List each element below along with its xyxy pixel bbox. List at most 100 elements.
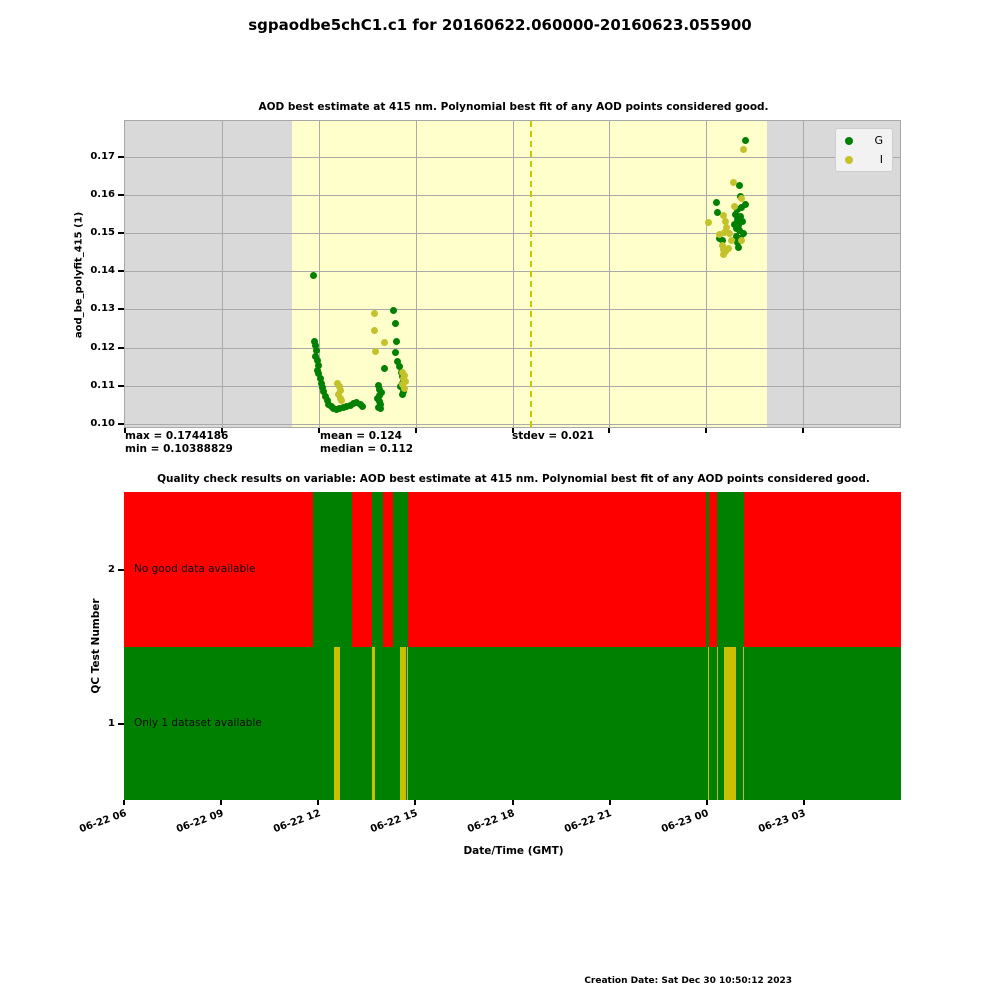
- y-tickmark: [118, 422, 124, 425]
- qc-segment-pass: [124, 647, 335, 800]
- qc-y-axis-label: QC Test Number: [90, 598, 102, 694]
- data-point-g: [353, 399, 361, 407]
- y-tick-label: 0.16: [90, 189, 115, 201]
- data-point-g: [392, 349, 400, 357]
- qc-segment-fail: [743, 492, 901, 647]
- x-tick-label: 06-22 15: [368, 808, 420, 836]
- y-tick-label: 0.14: [90, 265, 115, 277]
- x-tick-label: 06-22 21: [563, 808, 614, 836]
- data-point-i: [372, 347, 380, 355]
- data-point-g: [394, 357, 402, 365]
- data-point-g: [737, 212, 745, 220]
- data-point-g: [315, 370, 323, 378]
- data-point-i: [737, 194, 745, 202]
- data-point-g: [392, 320, 400, 328]
- v-gridline: [706, 121, 708, 427]
- qc-plot-area: No good data available Only 1 dataset ava…: [124, 492, 901, 800]
- qc-segment-pass: [406, 647, 408, 800]
- y-tickmark: [118, 270, 124, 273]
- data-point-g: [719, 236, 727, 244]
- data-point-g: [731, 220, 739, 228]
- data-point-g: [714, 209, 722, 217]
- data-point-g: [359, 402, 367, 410]
- data-point-g: [381, 365, 389, 373]
- legend-marker-i: [845, 155, 853, 164]
- data-point-g: [336, 405, 344, 413]
- data-point-g: [390, 307, 398, 315]
- data-point-g: [312, 342, 320, 350]
- data-point-g: [339, 404, 347, 412]
- data-point-g: [393, 338, 401, 346]
- data-point-g: [741, 200, 749, 208]
- x-tick-label: 06-23 03: [757, 808, 808, 836]
- data-point-g: [395, 363, 403, 371]
- data-point-i: [723, 224, 731, 232]
- data-point-g: [735, 182, 743, 190]
- page-title: sgpaodbe5chC1.c1 for 20160622.060000-201…: [248, 16, 752, 34]
- x-tickmark: [220, 800, 223, 805]
- data-point-g: [316, 375, 324, 383]
- qc-segment-pass: [717, 647, 724, 800]
- data-point-i: [336, 386, 344, 394]
- y-tick-label: 0.15: [90, 227, 115, 239]
- daylight-band: [291, 121, 768, 427]
- x-tick-label: 06-22 12: [271, 808, 323, 836]
- data-point-i: [738, 236, 746, 244]
- data-point-g: [733, 232, 741, 240]
- aod-chart-title: AOD best estimate at 415 nm. Polynomial …: [258, 101, 769, 113]
- data-point-g: [319, 383, 327, 391]
- x-tickmark: [705, 800, 708, 805]
- qc-segment-pass: [743, 647, 901, 800]
- v-gridline: [318, 121, 320, 427]
- data-point-g: [732, 225, 740, 233]
- qc-segment-pass: [716, 492, 744, 647]
- data-point-g: [321, 392, 329, 400]
- qc-x-axis-label: Date/Time (GMT): [463, 845, 564, 857]
- qc-y-tick-label: 1: [108, 717, 115, 729]
- data-point-g: [376, 405, 384, 413]
- legend-marker-g: [845, 136, 853, 145]
- qc-y-tickmark: [118, 722, 124, 725]
- data-point-i: [727, 237, 735, 245]
- data-point-g: [320, 388, 328, 396]
- qc-segment-fail: [708, 492, 717, 647]
- qc-segment-ind: [716, 647, 718, 800]
- legend-label: G: [874, 134, 883, 147]
- y-tickmark: [118, 346, 124, 349]
- x-tickmark: [414, 428, 417, 433]
- x-tickmark: [802, 800, 805, 805]
- data-point-g: [310, 271, 318, 279]
- qc-row-2: No good data available: [124, 492, 901, 647]
- data-point-g: [739, 229, 747, 237]
- data-point-g: [715, 235, 723, 243]
- data-point-g: [311, 338, 319, 346]
- x-tickmark: [511, 428, 514, 433]
- data-point-g: [312, 347, 320, 355]
- qc-y-tick-label: 2: [108, 563, 115, 575]
- x-tick-label: 06-22 18: [466, 808, 517, 836]
- data-point-i: [719, 246, 727, 254]
- data-point-g: [736, 227, 744, 235]
- qc-segment-pass: [372, 492, 384, 647]
- y-tickmark: [118, 232, 124, 235]
- data-point-i: [371, 309, 379, 317]
- legend-label: I: [879, 153, 883, 166]
- data-point-g: [735, 243, 743, 251]
- qc-segment-pass: [708, 647, 717, 800]
- x-tickmark: [705, 428, 708, 433]
- qc-segment-ind: [707, 647, 709, 800]
- x-tick-label: 06-23 00: [660, 808, 711, 836]
- v-gridline: [415, 121, 417, 427]
- solar-noon-dashed-line: [529, 121, 532, 427]
- qc-segment-pass: [375, 647, 400, 800]
- stat-max: max = 0.1744186: [125, 430, 229, 442]
- y-tick-label: 0.11: [90, 379, 115, 391]
- qc-segment-pass: [408, 647, 708, 800]
- qc-segment-ind: [372, 647, 376, 800]
- v-gridline: [221, 121, 223, 427]
- y-tickmark: [118, 384, 124, 387]
- data-point-g: [343, 403, 351, 411]
